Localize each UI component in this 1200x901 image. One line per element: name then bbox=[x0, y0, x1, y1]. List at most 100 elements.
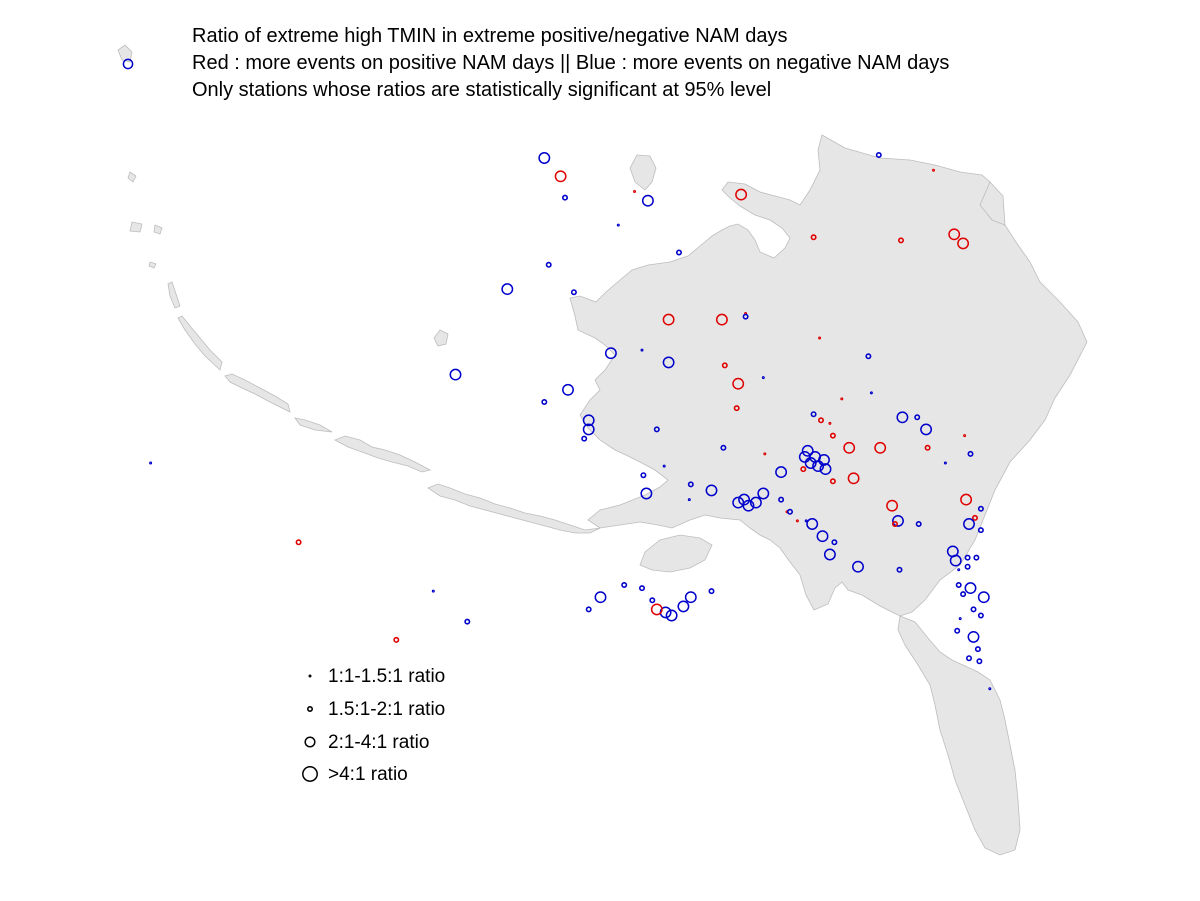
station-marker bbox=[967, 630, 980, 643]
station-marker bbox=[818, 453, 830, 466]
station-marker bbox=[653, 426, 660, 433]
station-marker bbox=[763, 452, 767, 456]
station-marker bbox=[464, 618, 471, 625]
station-marker bbox=[582, 414, 595, 427]
station-marker bbox=[892, 514, 904, 527]
station-marker bbox=[960, 493, 973, 506]
station-marker bbox=[965, 655, 972, 662]
station-marker bbox=[924, 444, 931, 451]
station-marker bbox=[677, 600, 690, 613]
station-marker bbox=[708, 588, 715, 595]
station-marker bbox=[915, 520, 922, 527]
station-marker bbox=[757, 487, 770, 500]
station-marker bbox=[976, 658, 983, 665]
legend-marker-3 bbox=[304, 736, 316, 748]
station-marker bbox=[943, 461, 947, 465]
station-marker bbox=[819, 463, 832, 476]
station-marker bbox=[545, 261, 552, 268]
station-marker bbox=[896, 411, 909, 424]
station-marker bbox=[957, 568, 961, 572]
station-marker bbox=[964, 554, 971, 561]
station-marker bbox=[816, 530, 829, 543]
station-marker bbox=[662, 356, 675, 369]
station-marker bbox=[449, 368, 462, 381]
station-marker bbox=[687, 481, 694, 488]
title-line-2: Red : more events on positive NAM days |… bbox=[192, 52, 949, 74]
station-marker bbox=[973, 554, 980, 561]
station-marker bbox=[958, 617, 962, 621]
station-marker bbox=[742, 313, 749, 320]
station-marker bbox=[964, 563, 971, 570]
station-marker bbox=[295, 539, 302, 546]
station-marker bbox=[949, 554, 962, 567]
station-marker bbox=[800, 466, 807, 473]
station-marker bbox=[638, 585, 645, 592]
station-markers bbox=[122, 58, 992, 691]
station-marker bbox=[720, 444, 727, 451]
station-marker bbox=[585, 606, 592, 613]
station-marker bbox=[977, 527, 984, 534]
corner-station-marker bbox=[122, 58, 134, 70]
title-line-3: Only stations whose ratios are statistic… bbox=[192, 79, 771, 101]
station-marker bbox=[641, 194, 654, 207]
station-marker bbox=[650, 603, 663, 616]
station-marker bbox=[955, 581, 962, 588]
station-marker bbox=[812, 460, 825, 473]
station-marker bbox=[621, 581, 628, 588]
station-marker bbox=[810, 234, 817, 241]
legend: 1:1-1.5:1 ratio 1.5:1-2:1 ratio 2:1-4:1 … bbox=[302, 666, 445, 785]
station-marker bbox=[852, 560, 864, 573]
station-marker bbox=[538, 152, 551, 164]
station-marker bbox=[662, 313, 675, 326]
station-marker bbox=[775, 466, 788, 479]
station-marker bbox=[721, 362, 728, 369]
station-marker bbox=[963, 434, 967, 438]
station-marker bbox=[806, 518, 819, 530]
station-marker bbox=[977, 591, 990, 604]
station-marker bbox=[897, 237, 904, 244]
station-marker bbox=[954, 627, 961, 634]
station-marker bbox=[967, 450, 974, 457]
station-marker bbox=[891, 520, 898, 527]
station-marker bbox=[431, 589, 435, 593]
station-marker bbox=[581, 435, 588, 442]
station-marker bbox=[804, 519, 808, 523]
station-marker bbox=[801, 444, 814, 457]
station-marker bbox=[874, 441, 887, 454]
station-marker bbox=[823, 548, 836, 561]
station-marker bbox=[988, 687, 992, 691]
station-marker bbox=[604, 347, 617, 360]
legend-label-3: 2:1-4:1 ratio bbox=[328, 732, 429, 753]
legend-marker-2 bbox=[306, 705, 313, 712]
station-marker bbox=[742, 499, 755, 512]
station-marker bbox=[687, 498, 691, 502]
station-marker bbox=[896, 566, 903, 573]
station-marker bbox=[977, 612, 984, 619]
station-marker bbox=[869, 391, 873, 395]
legend-marker-4 bbox=[302, 766, 318, 782]
station-marker bbox=[886, 499, 899, 512]
station-marker bbox=[795, 519, 799, 523]
station-marker bbox=[582, 423, 595, 436]
title-line-1: Ratio of extreme high TMIN in extreme po… bbox=[192, 25, 787, 47]
station-marker bbox=[594, 591, 607, 604]
station-marker bbox=[705, 484, 718, 497]
station-marker bbox=[715, 313, 728, 326]
station-marker bbox=[840, 397, 844, 401]
station-marker bbox=[875, 152, 882, 159]
station-marker bbox=[570, 289, 577, 296]
station-marker bbox=[561, 194, 568, 201]
station-marker bbox=[957, 237, 970, 250]
station-marker bbox=[149, 461, 153, 465]
station-marker bbox=[977, 505, 984, 512]
station-marker bbox=[970, 606, 977, 613]
station-marker bbox=[843, 441, 856, 454]
station-marker bbox=[829, 432, 836, 439]
station-marker bbox=[554, 170, 567, 183]
station-marker bbox=[761, 376, 765, 380]
station-marker bbox=[831, 539, 838, 546]
station-marker bbox=[817, 417, 824, 424]
station-marker bbox=[847, 472, 860, 485]
station-marker bbox=[640, 487, 653, 500]
